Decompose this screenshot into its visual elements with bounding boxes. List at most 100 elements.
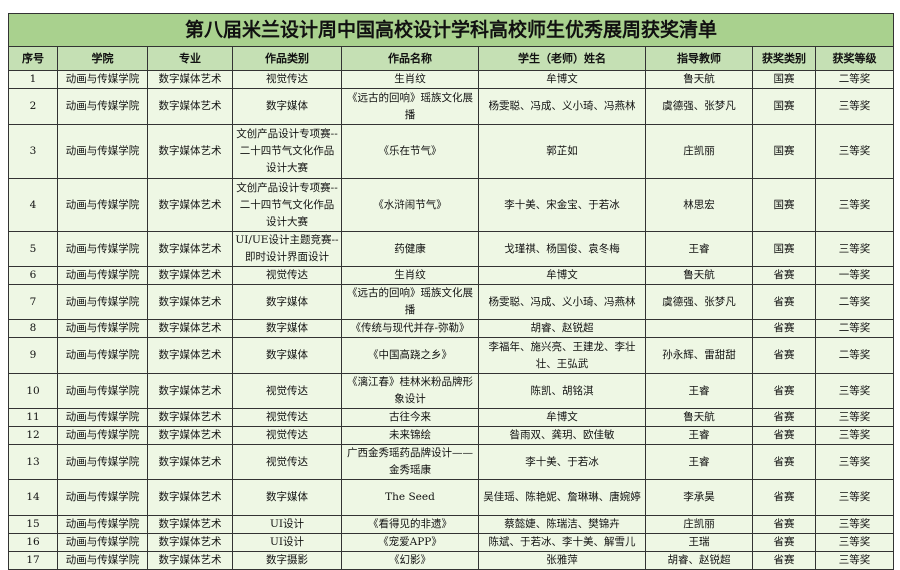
column-header-index: 序号 bbox=[8, 46, 58, 71]
column-header-award-level: 获奖等级 bbox=[814, 46, 895, 71]
cell-index: 11 bbox=[8, 408, 58, 427]
cell-major: 数字媒体艺术 bbox=[147, 337, 233, 374]
cell-students: 李福年、施兴亮、王建龙、李壮壮、王弘武 bbox=[478, 337, 646, 374]
cell-major: 数字媒体艺术 bbox=[147, 408, 233, 427]
cell-work-title: 《水浒闹节气》 bbox=[341, 178, 479, 232]
cell-advisor: 王睿 bbox=[645, 231, 753, 267]
cell-advisor: 王睿 bbox=[645, 426, 753, 445]
cell-major: 数字媒体艺术 bbox=[147, 426, 233, 445]
table-row: 7 动画与传媒学院 数字媒体艺术 数字媒体 《远古的回响》瑶族文化展播 杨雯聪、冯成、义小… bbox=[8, 284, 895, 320]
cell-major: 数字媒体艺术 bbox=[147, 70, 233, 89]
table-row: 5 动画与传媒学院 数字媒体艺术 UI/UE设计主题竞赛--即时设计界面设计 药健康 戈瑾… bbox=[8, 231, 895, 267]
cell-award-level: 二等奖 bbox=[814, 337, 895, 374]
cell-work-title: 未来锦绘 bbox=[341, 426, 479, 445]
cell-advisor: 虞德强、张梦凡 bbox=[645, 284, 753, 320]
cell-college: 动画与传媒学院 bbox=[57, 319, 148, 338]
cell-students: 吴佳瑶、陈艳妮、詹琳琳、唐婉婷 bbox=[478, 479, 646, 516]
cell-students: 昝雨双、龚玥、欧佳敏 bbox=[478, 426, 646, 445]
cell-award-level: 三等奖 bbox=[814, 426, 895, 445]
cell-advisor: 鲁天航 bbox=[645, 70, 753, 89]
cell-award-level: 二等奖 bbox=[814, 70, 895, 89]
cell-college: 动画与传媒学院 bbox=[57, 408, 148, 427]
table-row: 17 动画与传媒学院 数字媒体艺术 数字摄影 《幻影》 张雅萍 胡睿、赵锐超 省赛 三等奖 bbox=[8, 551, 895, 570]
cell-college: 动画与传媒学院 bbox=[57, 337, 148, 374]
table-row: 10 动画与传媒学院 数字媒体艺术 视觉传达 《漓江春》桂林米粉品牌形象设计 陈凯、胡铭淇… bbox=[8, 373, 895, 409]
cell-award-level: 三等奖 bbox=[814, 408, 895, 427]
cell-index: 2 bbox=[8, 88, 58, 125]
cell-advisor: 孙永辉、雷甜甜 bbox=[645, 337, 753, 374]
cell-students: 郭芷如 bbox=[478, 124, 646, 179]
cell-advisor: 林思宏 bbox=[645, 178, 753, 232]
cell-work-title: 生肖纹 bbox=[341, 70, 479, 89]
cell-category: 数字媒体 bbox=[232, 337, 342, 374]
cell-award-level: 三等奖 bbox=[814, 178, 895, 232]
cell-students: 胡睿、赵锐超 bbox=[478, 319, 646, 338]
cell-category: 数字媒体 bbox=[232, 88, 342, 125]
cell-award-type: 省赛 bbox=[752, 408, 816, 427]
cell-category: 文创产品设计专项赛--二十四节气文化作品设计大赛 bbox=[232, 178, 342, 232]
cell-category: 视觉传达 bbox=[232, 70, 342, 89]
cell-category: 数字媒体 bbox=[232, 479, 342, 516]
table-row: 3 动画与传媒学院 数字媒体艺术 文创产品设计专项赛--二十四节气文化作品设计大赛 《乐… bbox=[8, 124, 895, 179]
cell-index: 3 bbox=[8, 124, 58, 179]
cell-advisor: 王睿 bbox=[645, 373, 753, 409]
cell-advisor: 王睿 bbox=[645, 444, 753, 480]
cell-students: 戈瑾祺、杨国俊、袁冬梅 bbox=[478, 231, 646, 267]
cell-work-title: 《漓江春》桂林米粉品牌形象设计 bbox=[341, 373, 479, 409]
cell-index: 13 bbox=[8, 444, 58, 480]
cell-award-type: 省赛 bbox=[752, 479, 816, 516]
cell-work-title: 《看得见的非遗》 bbox=[341, 515, 479, 534]
cell-major: 数字媒体艺术 bbox=[147, 88, 233, 125]
cell-award-level: 三等奖 bbox=[814, 551, 895, 570]
cell-college: 动画与传媒学院 bbox=[57, 444, 148, 480]
table-row: 4 动画与传媒学院 数字媒体艺术 文创产品设计专项赛--二十四节气文化作品设计大赛 《水… bbox=[8, 178, 895, 232]
table-row: 1 动画与传媒学院 数字媒体艺术 视觉传达 生肖纹 牟博文 鲁天航 国赛 二等奖 bbox=[8, 70, 895, 89]
cell-award-level: 三等奖 bbox=[814, 124, 895, 179]
cell-award-type: 省赛 bbox=[752, 284, 816, 320]
cell-award-type: 国赛 bbox=[752, 178, 816, 232]
cell-major: 数字媒体艺术 bbox=[147, 479, 233, 516]
column-header-work-title: 作品名称 bbox=[341, 46, 479, 71]
cell-college: 动画与传媒学院 bbox=[57, 231, 148, 267]
cell-students: 杨雯聪、冯成、义小琦、冯燕林 bbox=[478, 88, 646, 125]
table-row: 2 动画与传媒学院 数字媒体艺术 数字媒体 《远古的回响》瑶族文化展播 杨雯聪、冯成、义小… bbox=[8, 88, 895, 125]
cell-college: 动画与传媒学院 bbox=[57, 533, 148, 552]
cell-work-title: 《宠爱APP》 bbox=[341, 533, 479, 552]
table-row: 6 动画与传媒学院 数字媒体艺术 视觉传达 生肖纹 牟博文 鲁天航 省赛 一等奖 bbox=[8, 266, 895, 285]
cell-college: 动画与传媒学院 bbox=[57, 551, 148, 570]
cell-category: UI设计 bbox=[232, 533, 342, 552]
cell-award-level: 二等奖 bbox=[814, 319, 895, 338]
cell-category: 视觉传达 bbox=[232, 426, 342, 445]
cell-index: 8 bbox=[8, 319, 58, 338]
cell-award-level: 二等奖 bbox=[814, 284, 895, 320]
cell-award-type: 省赛 bbox=[752, 266, 816, 285]
cell-advisor: 庄凯丽 bbox=[645, 515, 753, 534]
cell-index: 1 bbox=[8, 70, 58, 89]
cell-index: 9 bbox=[8, 337, 58, 374]
cell-students: 牟博文 bbox=[478, 408, 646, 427]
table-row: 13 动画与传媒学院 数字媒体艺术 视觉传达 广西金秀瑶药品牌设计——金秀瑶康 李十美、于… bbox=[8, 444, 895, 480]
cell-advisor: 胡睿、赵锐超 bbox=[645, 551, 753, 570]
cell-work-title: 《乐在节气》 bbox=[341, 124, 479, 179]
cell-major: 数字媒体艺术 bbox=[147, 284, 233, 320]
cell-index: 16 bbox=[8, 533, 58, 552]
cell-students: 陈斌、于若冰、李十美、解雪儿 bbox=[478, 533, 646, 552]
cell-college: 动画与传媒学院 bbox=[57, 178, 148, 232]
cell-work-title: 《中国高跷之乡》 bbox=[341, 337, 479, 374]
cell-category: 视觉传达 bbox=[232, 373, 342, 409]
cell-major: 数字媒体艺术 bbox=[147, 231, 233, 267]
cell-award-type: 省赛 bbox=[752, 551, 816, 570]
cell-award-level: 三等奖 bbox=[814, 88, 895, 125]
cell-college: 动画与传媒学院 bbox=[57, 426, 148, 445]
cell-major: 数字媒体艺术 bbox=[147, 373, 233, 409]
cell-work-title: 《幻影》 bbox=[341, 551, 479, 570]
cell-advisor: 李承昊 bbox=[645, 479, 753, 516]
cell-category: 数字媒体 bbox=[232, 319, 342, 338]
cell-category: UI设计 bbox=[232, 515, 342, 534]
cell-award-type: 省赛 bbox=[752, 533, 816, 552]
cell-college: 动画与传媒学院 bbox=[57, 284, 148, 320]
cell-college: 动画与传媒学院 bbox=[57, 266, 148, 285]
cell-award-type: 国赛 bbox=[752, 70, 816, 89]
cell-students: 李十美、于若冰 bbox=[478, 444, 646, 480]
column-header-category: 作品类别 bbox=[232, 46, 342, 71]
